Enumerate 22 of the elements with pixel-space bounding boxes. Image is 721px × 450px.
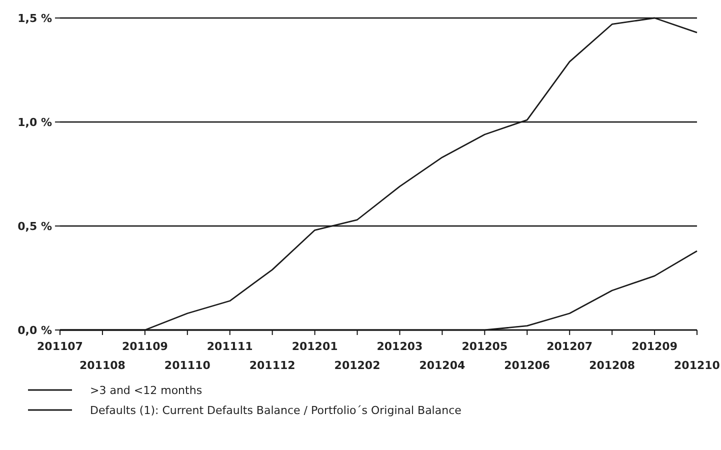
y-tick-label: 0,0 %	[18, 324, 52, 337]
y-tick-label: 1,0 %	[18, 116, 52, 129]
x-tick-label: 201107	[37, 340, 83, 353]
x-tick-label: 201201	[292, 340, 338, 353]
legend-label: >3 and <12 months	[90, 384, 202, 397]
x-tick-label: 201206	[504, 359, 550, 372]
x-tick-label: 201205	[462, 340, 508, 353]
x-tick-label: 201210	[674, 359, 720, 372]
x-tick-label: 201204	[419, 359, 466, 372]
y-tick-label: 0,5 %	[18, 220, 52, 233]
x-tick-label: 201208	[589, 359, 636, 372]
x-tick-label: 201108	[80, 359, 126, 372]
x-tick-label: 201209	[632, 340, 678, 353]
x-tick-label: 201110	[164, 359, 211, 372]
x-tick-label: 201111	[206, 340, 253, 353]
legend-label: Defaults (1): Current Defaults Balance / Portfolio´s Original Balance	[90, 404, 462, 417]
x-tick-label: 201207	[546, 340, 593, 353]
x-tick-label: 201112	[249, 359, 296, 372]
y-tick-label: 1,5 %	[18, 12, 52, 25]
x-tick-label: 201203	[376, 340, 423, 353]
x-tick-label: 201202	[334, 359, 380, 372]
x-tick-label: 201109	[122, 340, 168, 353]
